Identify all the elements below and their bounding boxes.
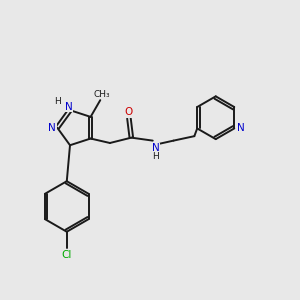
Text: N: N	[64, 102, 72, 112]
Text: N: N	[237, 123, 245, 134]
Text: O: O	[125, 107, 133, 117]
Text: N: N	[152, 143, 160, 153]
Text: H: H	[152, 152, 159, 160]
Text: N: N	[48, 123, 56, 133]
Text: H: H	[54, 97, 61, 106]
Text: Cl: Cl	[61, 250, 72, 260]
Text: CH₃: CH₃	[93, 90, 110, 99]
